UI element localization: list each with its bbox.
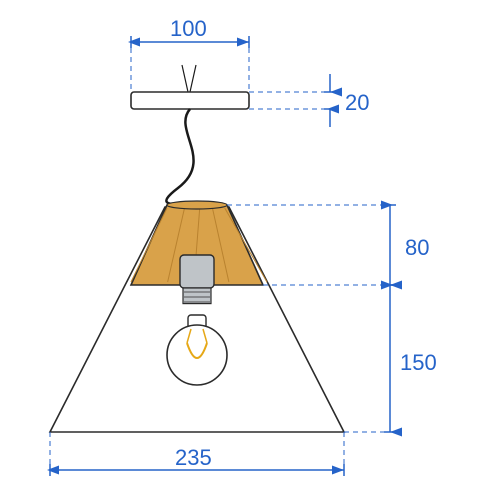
wire-left — [182, 65, 188, 92]
lamp-dimension-diagram: 100 20 80 150 235 — [0, 0, 500, 500]
power-cord — [166, 109, 196, 205]
socket-upper — [180, 255, 214, 288]
dim-shade-width-label: 235 — [175, 445, 212, 470]
dim-ceiling-width-label: 100 — [170, 16, 207, 41]
bulb-glass — [167, 325, 227, 385]
wood-top — [167, 201, 227, 209]
dim-ceiling-height-label: 20 — [345, 90, 369, 115]
wire-right — [190, 65, 196, 92]
dim-wood-height-label: 80 — [405, 235, 429, 260]
ceiling-cap — [131, 92, 249, 109]
dim-shade-height-label: 150 — [400, 350, 437, 375]
socket-collar — [183, 288, 211, 304]
